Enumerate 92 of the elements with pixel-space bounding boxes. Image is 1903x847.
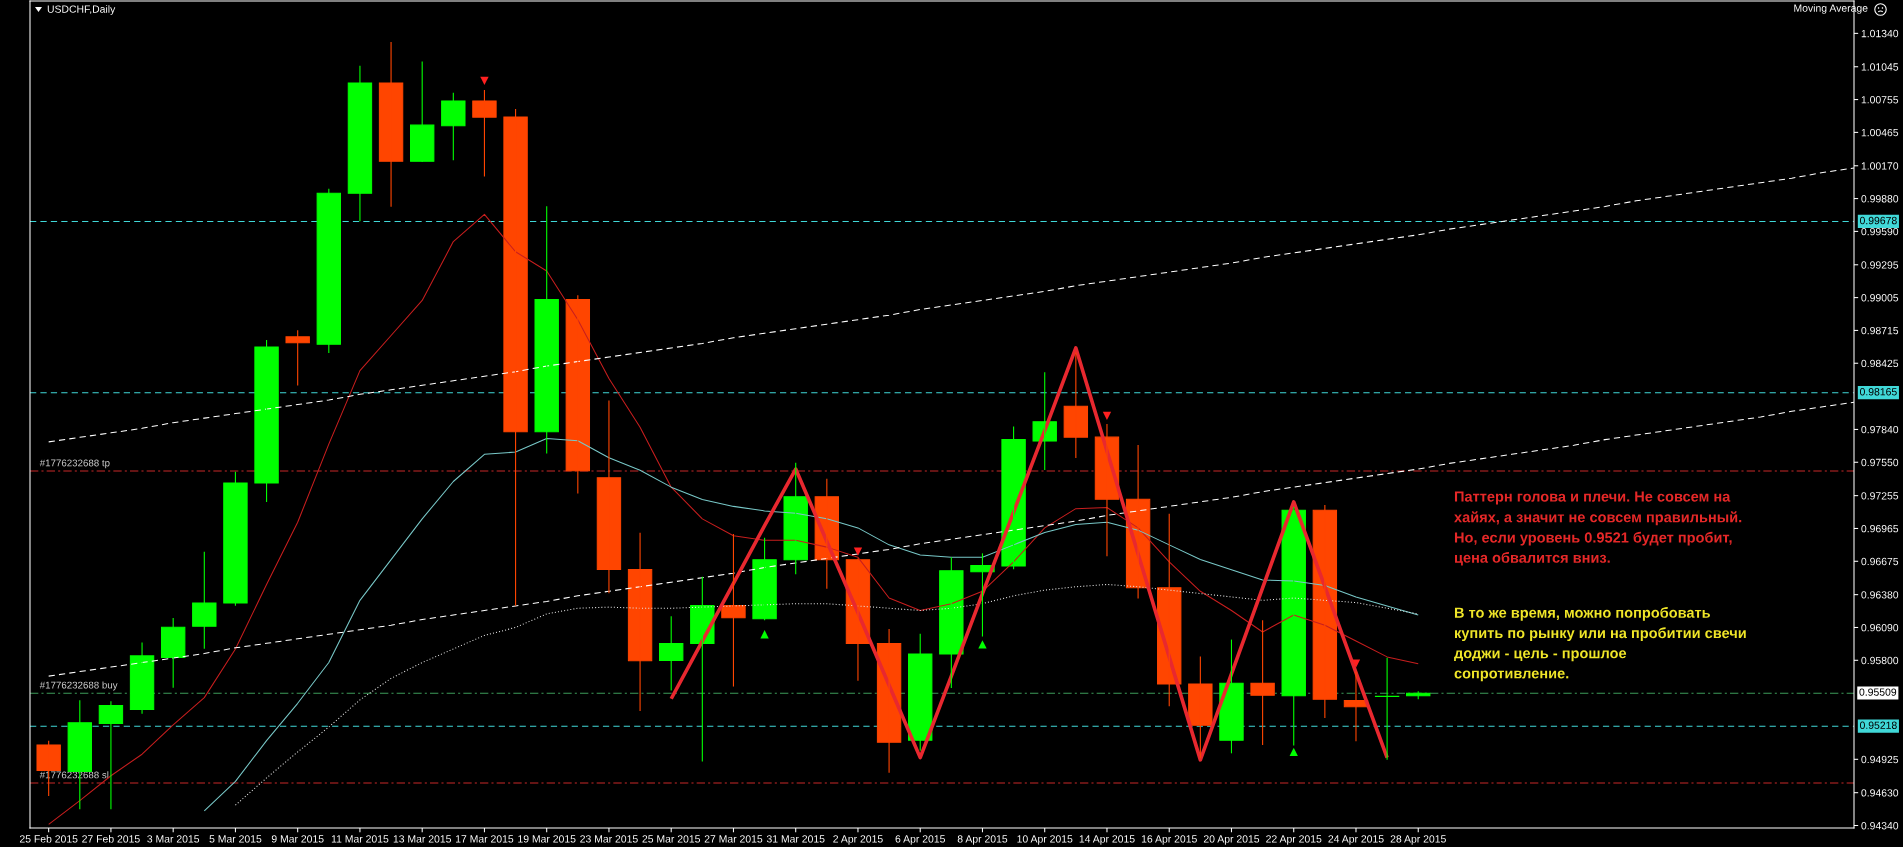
point [853, 547, 863, 556]
y-tick-label: 0.99590 [1861, 227, 1899, 236]
candlestick [441, 92, 466, 161]
point [480, 76, 489, 86]
y-tick-label: 0.94340 [1861, 822, 1899, 830]
y-tick-label: 0.99005 [1861, 294, 1899, 302]
x-tick-label: 23 Mar 2015 [580, 835, 638, 843]
x-tick-label: 24 Apr 2015 [1328, 835, 1384, 845]
x-tick-label: 14 Apr 2015 [1079, 835, 1135, 845]
annotation: Moving Average [1794, 4, 1868, 14]
ref-line-label: 0.95218 [1859, 721, 1897, 729]
ref-line-label: #1776232688 buy [39, 681, 118, 691]
text: 0.95509 [1859, 688, 1897, 696]
y-tick-label: 0.95800 [1861, 656, 1899, 665]
candlestick [285, 329, 310, 386]
candlestick [565, 294, 591, 494]
y-tick-label: 0.98715 [1861, 326, 1899, 335]
x-tick-label: 19 Mar 2015 [518, 835, 576, 843]
line-series [203, 437, 1419, 812]
y-tick-label: 1.01340 [1861, 29, 1899, 38]
y-tick-label: 0.96675 [1861, 557, 1899, 566]
candlestick [410, 60, 435, 163]
point [760, 630, 769, 639]
ref-line-label: #1776232688 tp [39, 459, 110, 469]
candlestick [596, 400, 622, 594]
x-tick-label: 3 Mar 2015 [147, 835, 200, 843]
candlestick [1250, 619, 1275, 746]
candlestick [939, 556, 964, 689]
y-tick-label: 0.96380 [1861, 591, 1899, 599]
candlestick [659, 615, 684, 691]
candlestick [98, 700, 124, 810]
x-tick-label: 27 Feb 2015 [82, 834, 140, 843]
y-tick-label: 0.94925 [1861, 755, 1899, 764]
candlestick [316, 188, 341, 354]
candlestick [1063, 351, 1089, 459]
point [978, 640, 987, 649]
y-tick-label: 0.97550 [1861, 458, 1899, 467]
point [1351, 659, 1361, 668]
y-tick-label: 1.01045 [1861, 63, 1899, 71]
x-tick-label: 17 Mar 2015 [456, 835, 514, 843]
candlestick [1219, 639, 1244, 754]
y-tick-label: 0.99295 [1861, 261, 1899, 269]
y-tick-label: 0.96090 [1861, 623, 1899, 632]
x-tick-label: 13 Mar 2015 [393, 835, 451, 843]
annotation: В то же время, можно попробовать купить по рынку или на пробитии свечи доджи - цель - прошлое сопротивление. [1454, 607, 1746, 682]
x-tick-label: 27 Mar 2015 [704, 835, 763, 843]
annotation: Паттерн голова и плечи. Не совсем на хайях, а значит не совсем правильный. Но, если уровень 0.9521 будет пробит, цена обвалится вниз. [1454, 491, 1742, 566]
candlestick [721, 533, 746, 688]
x-tick-label: 6 Apr 2015 [895, 835, 945, 845]
y-tick-label: 0.97255 [1861, 492, 1899, 500]
candlestick [752, 537, 777, 621]
y-tick-label: 1.00465 [1861, 128, 1899, 137]
x-tick-label: 2 Apr 2015 [833, 835, 883, 845]
x-tick-label: 25 Feb 2015 [19, 834, 78, 843]
x-tick-label: 25 Mar 2015 [642, 835, 701, 843]
line-series [234, 583, 1419, 806]
candlestick [534, 205, 559, 454]
candlestick [192, 551, 217, 650]
candlestick [347, 65, 373, 222]
candlestick [254, 339, 279, 503]
y-tick-label: 1.00755 [1861, 96, 1899, 104]
y-tick-label: 0.97840 [1861, 425, 1899, 434]
x-tick-label: 31 Mar 2015 [766, 835, 825, 843]
y-tick-label: 0.96965 [1861, 524, 1899, 533]
y-tick-label: 0.94630 [1861, 789, 1899, 797]
candlestick [783, 462, 808, 575]
x-tick-label: 8 Apr 2015 [957, 835, 1008, 845]
candlestick [1281, 506, 1306, 746]
candlestick [223, 471, 248, 607]
candlestick [1188, 655, 1213, 759]
candlestick [503, 108, 528, 607]
x-tick-label: 22 Apr 2015 [1266, 835, 1322, 845]
x-tick-label: 5 Mar 2015 [209, 835, 262, 843]
x-tick-label: 10 Apr 2015 [1017, 835, 1073, 845]
candlestick [908, 633, 933, 752]
point [1102, 411, 1112, 421]
candlestick [160, 617, 186, 689]
x-tick-label: 11 Mar 2015 [331, 835, 389, 843]
y-tick-label: 1.00170 [1861, 162, 1899, 170]
candlestick [472, 89, 497, 178]
x-tick-label: 20 Apr 2015 [1203, 835, 1260, 845]
x-tick-label: 16 Apr 2015 [1141, 835, 1197, 845]
line-series [669, 346, 1389, 762]
x-tick-label: 28 Apr 2015 [1390, 835, 1446, 845]
y-tick-label: 0.99880 [1861, 195, 1899, 203]
ref-line-label: 0.98165 [1859, 388, 1897, 396]
ref-line-label: 0.99678 [1859, 216, 1897, 225]
candlestick [378, 41, 404, 208]
point [1289, 747, 1298, 757]
y-tick-label: 0.98425 [1861, 359, 1899, 368]
chart-title: USDCHF,Daily [47, 5, 116, 15]
x-tick-label: 9 Mar 2015 [271, 835, 324, 843]
